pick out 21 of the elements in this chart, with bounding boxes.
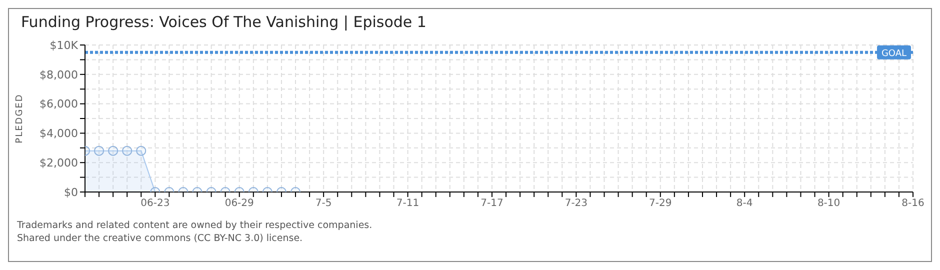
y-tick-label: $10K bbox=[50, 38, 79, 52]
x-tick-label: 7-11 bbox=[396, 198, 420, 210]
y-tick-label: $6,000 bbox=[40, 98, 78, 111]
chart-title: Funding Progress: Voices Of The Vanishing | Episode 1 bbox=[21, 13, 426, 31]
x-tick-label: 8-10 bbox=[817, 198, 840, 210]
x-tick-label: 7-17 bbox=[480, 198, 504, 210]
x-tick-label: 7-5 bbox=[315, 198, 332, 210]
x-tick-label: 8-4 bbox=[736, 198, 753, 210]
x-tick-label: 8-16 bbox=[902, 198, 924, 210]
y-tick-label: $4,000 bbox=[40, 127, 78, 140]
y-tick-label: $2,000 bbox=[40, 156, 78, 170]
x-tick-label: 06-23 bbox=[140, 198, 170, 210]
x-tick-label: 7-29 bbox=[649, 198, 672, 210]
text: Trademarks and related content are owned by their respective companies. bbox=[17, 219, 372, 232]
y-axis-title: PLEDGED bbox=[15, 94, 26, 144]
text: Shared under the creative commons (CC BY-NC 3.0) license. bbox=[17, 232, 304, 245]
ref-line-label: GOAL bbox=[881, 48, 907, 59]
x-tick-label: 7-23 bbox=[564, 198, 588, 210]
y-tick-label: $0 bbox=[64, 186, 78, 199]
y-tick-label: $8,000 bbox=[40, 68, 78, 82]
x-tick-label: 06-29 bbox=[224, 198, 254, 210]
